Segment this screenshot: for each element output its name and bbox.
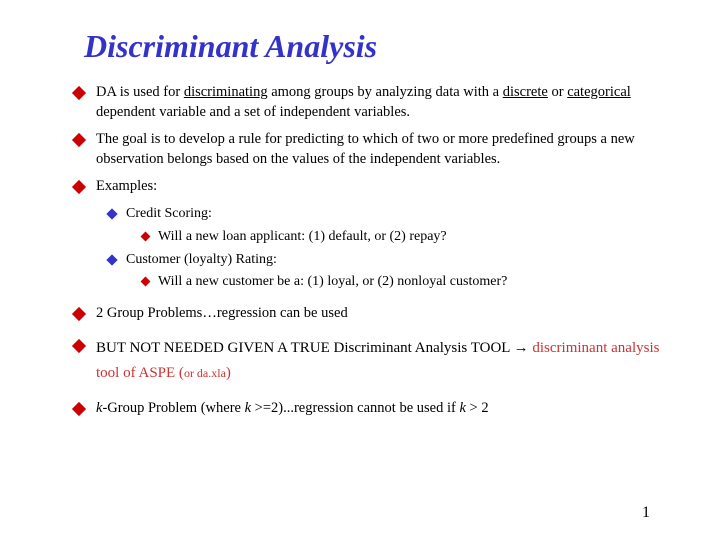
bullet-diamond-icon — [72, 86, 86, 100]
bullet-text: The goal is to develop a rule for predic… — [96, 130, 660, 169]
bullet-diamond-icon — [141, 277, 151, 287]
bullet-diamond-icon — [106, 254, 117, 265]
bullet-item: 2 Group Problems…regression can be used — [74, 304, 660, 324]
bullet-item: Customer (loyalty) Rating: — [108, 251, 660, 270]
bullet-text: DA is used for discriminating among grou… — [96, 83, 660, 122]
bullet-list: DA is used for discriminating among grou… — [60, 83, 660, 419]
bullet-text: Will a new loan applicant: (1) default, … — [158, 228, 447, 247]
bullet-text: Credit Scoring: — [126, 205, 212, 224]
bullet-diamond-icon — [72, 180, 86, 194]
page-number: 1 — [642, 504, 650, 522]
bullet-text: Customer (loyalty) Rating: — [126, 251, 277, 270]
bullet-text: k-Group Problem (where k >=2)...regressi… — [96, 399, 489, 419]
bullet-text: Examples: — [96, 177, 157, 197]
bullet-item: Will a new loan applicant: (1) default, … — [142, 228, 660, 247]
bullet-item: BUT NOT NEEDED GIVEN A TRUE Discriminant… — [74, 336, 660, 387]
bullet-text: Will a new customer be a: (1) loyal, or … — [158, 273, 507, 292]
bullet-diamond-icon — [72, 307, 86, 321]
bullet-item: k-Group Problem (where k >=2)...regressi… — [74, 399, 660, 419]
bullet-item: DA is used for discriminating among grou… — [74, 83, 660, 122]
slide: Discriminant Analysis DA is used for dis… — [0, 0, 720, 447]
bullet-diamond-icon — [72, 339, 86, 353]
slide-title: Discriminant Analysis — [84, 28, 660, 65]
bullet-item: The goal is to develop a rule for predic… — [74, 130, 660, 169]
bullet-text: BUT NOT NEEDED GIVEN A TRUE Discriminant… — [96, 336, 660, 387]
bullet-item: Examples: — [74, 177, 660, 197]
bullet-item: Credit Scoring: — [108, 205, 660, 224]
bullet-text: 2 Group Problems…regression can be used — [96, 304, 348, 324]
bullet-diamond-icon — [72, 133, 86, 147]
bullet-diamond-icon — [72, 402, 86, 416]
bullet-diamond-icon — [141, 231, 151, 241]
bullet-diamond-icon — [106, 208, 117, 219]
bullet-item: Will a new customer be a: (1) loyal, or … — [142, 273, 660, 292]
